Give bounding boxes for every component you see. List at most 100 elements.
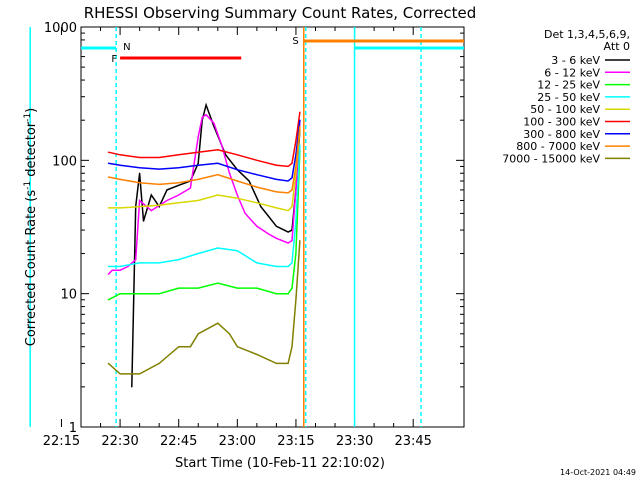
series-point: [275, 207, 278, 209]
series-point: [299, 125, 301, 127]
series-point: [217, 194, 219, 196]
tick-labels: 1 10 100 1000 22:15 22:30 22:45 23:00 23:15 23:30…: [43, 21, 432, 449]
series-point: [178, 194, 180, 196]
series-point: [119, 265, 121, 268]
series-point: [295, 140, 297, 142]
y-axis-label-close: ): [24, 108, 39, 113]
series-line-12-25-kev: [108, 149, 301, 301]
legend-header-line2: Att 0: [604, 40, 630, 53]
series-point: [217, 149, 219, 151]
x-tick-label: 22:15: [43, 434, 80, 449]
series-point: [111, 269, 113, 271]
x-tick-label: 23:00: [219, 434, 256, 449]
series-point: [178, 259, 180, 261]
series-point: [158, 168, 160, 170]
series-point: [291, 205, 293, 208]
series-point: [244, 212, 246, 214]
series-point: [256, 353, 258, 356]
series-line-300-800-kev: [108, 120, 301, 182]
legend-label: 3 - 6 keV: [551, 54, 600, 67]
series-point: [139, 172, 141, 174]
y-axis-label-main: Corrected Count Rate (s: [24, 190, 39, 347]
y-axis-label-mid: detector: [24, 121, 39, 181]
series-point: [178, 167, 180, 169]
series-point: [107, 273, 109, 275]
series-point: [291, 189, 293, 191]
series-line-25-50-kev: [108, 145, 301, 268]
legend-label: 25 - 50 keV: [537, 91, 600, 104]
series-line-7000-15000-kev: [107, 240, 301, 375]
series-point: [295, 154, 297, 156]
series-point: [107, 207, 109, 209]
series-point: [225, 154, 227, 156]
y-tick-label: 100: [52, 154, 77, 169]
series-point: [178, 202, 180, 204]
series-point: [197, 178, 199, 180]
series-point: [256, 159, 258, 161]
series-point: [291, 177, 293, 179]
series-point: [178, 184, 180, 186]
x-axis-label: Start Time (10-Feb-11 22:10:02): [175, 456, 385, 471]
series-point: [287, 242, 289, 244]
series-point: [256, 262, 258, 264]
series-point: [139, 262, 141, 264]
series-point: [197, 136, 199, 138]
series-point: [295, 189, 297, 191]
series-point: [295, 220, 297, 222]
series-point: [142, 220, 145, 222]
series-point: [150, 209, 152, 212]
series-point: [135, 259, 137, 261]
series-point: [287, 180, 289, 182]
tick-marks: [60, 26, 464, 428]
series-point: [107, 162, 109, 164]
series-point: [201, 116, 203, 118]
series-point: [158, 204, 160, 206]
series-point: [228, 333, 231, 335]
series-point: [295, 172, 297, 174]
series-point: [119, 178, 121, 180]
legend-label: 100 - 300 keV: [523, 116, 600, 129]
series-point: [291, 346, 293, 348]
series-point: [139, 205, 141, 208]
series-point: [217, 282, 219, 284]
series-point: [275, 178, 278, 180]
legend-label: 800 - 7000 keV: [516, 140, 600, 153]
series-point: [291, 162, 293, 164]
series-point: [178, 182, 180, 184]
series-point: [139, 373, 141, 375]
series-point: [139, 156, 141, 159]
saa-marker-label: S: [292, 36, 298, 47]
chart-title: RHESSI Observing Summary Count Rates, Co…: [84, 4, 477, 22]
series-point: [107, 176, 109, 178]
series-point: [236, 250, 238, 252]
series-point: [139, 182, 141, 184]
series-point: [275, 265, 278, 268]
series-point: [178, 346, 180, 348]
series-point: [197, 164, 199, 166]
series-point: [197, 287, 199, 289]
series-point: [236, 346, 238, 348]
series-point: [236, 180, 238, 182]
series-point: [217, 247, 219, 249]
series-point: [236, 169, 238, 171]
series-point: [275, 362, 278, 364]
series-point: [131, 386, 133, 388]
series-point: [139, 199, 141, 202]
series-point: [150, 194, 152, 196]
series-line-800-7000-kev: [108, 126, 301, 194]
series-point: [205, 114, 207, 116]
x-tick-label: 23:45: [394, 434, 431, 449]
series-point: [299, 144, 301, 146]
series-point: [139, 293, 141, 295]
series-point: [236, 154, 238, 156]
series-point: [107, 299, 109, 301]
series-point: [236, 197, 238, 199]
series-point: [139, 167, 141, 169]
series-point: [256, 225, 258, 227]
series-point: [295, 165, 297, 168]
series-point: [236, 194, 238, 196]
series-point: [228, 172, 231, 174]
